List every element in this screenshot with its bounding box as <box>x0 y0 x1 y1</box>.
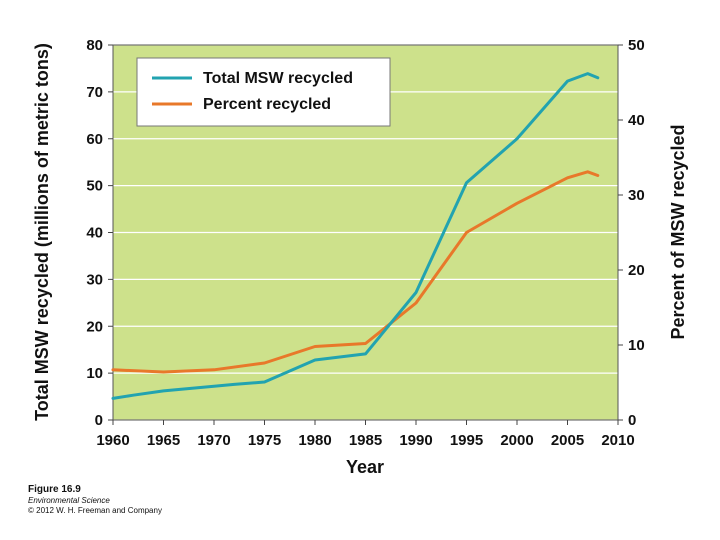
legend-label-percent: Percent recycled <box>203 96 331 113</box>
x-tick-label: 1970 <box>197 432 230 449</box>
y-left-tick-label: 0 <box>95 412 103 429</box>
y-left-tick-label: 20 <box>86 318 103 335</box>
x-tick-label: 2005 <box>551 432 584 449</box>
y-right-tick-label: 20 <box>628 262 645 279</box>
y-left-tick-label: 60 <box>86 131 103 148</box>
y-left-tick-label: 10 <box>86 365 103 382</box>
series-group <box>111 72 600 400</box>
y-left-tick-label: 30 <box>86 271 103 288</box>
y-right-tick-label: 10 <box>628 337 645 354</box>
y-axis-right-title: Percent of MSW recycled <box>668 124 688 339</box>
y-right-tick-label: 30 <box>628 187 645 204</box>
y-right-tick-label: 40 <box>628 112 645 129</box>
x-tick-label: 1975 <box>248 432 281 449</box>
x-tick-label: 2010 <box>601 432 634 449</box>
figure-number: Figure 16.9 <box>28 484 81 495</box>
ticks: 0 10 20 30 40 50 60 70 80 0 10 20 30 40 50 1960 1965 1970… <box>86 37 644 449</box>
legend-label-total: Total MSW recycled <box>203 70 353 87</box>
x-tick-label: 2000 <box>500 432 533 449</box>
x-tick-label: 1995 <box>450 432 483 449</box>
y-right-tick-label: 0 <box>628 412 636 429</box>
y-right-tick-label: 50 <box>628 37 645 54</box>
y-left-tick-label: 80 <box>86 37 103 54</box>
y-axis-left-title: Total MSW recycled (millions of metric t… <box>32 43 52 421</box>
copyright-line: © 2012 W. H. Freeman and Company <box>28 506 162 515</box>
legend-box <box>136 57 391 127</box>
x-tick-label: 1965 <box>147 432 180 449</box>
legend: Total MSW recycled Percent recycled <box>136 57 391 127</box>
x-tick-label: 1960 <box>96 432 129 449</box>
y-left-tick-label: 40 <box>86 225 103 242</box>
y-left-tick-label: 70 <box>86 84 103 101</box>
x-tick-label: 1985 <box>349 432 382 449</box>
x-axis-title: Year <box>346 457 384 477</box>
x-tick-label: 1990 <box>399 432 432 449</box>
book-title: Environmental Science <box>28 496 110 505</box>
series-line-total-msw-recycled <box>111 72 600 400</box>
figure-caption: Figure 16.9 Environmental Science © 2012… <box>28 483 162 516</box>
y-left-tick-label: 50 <box>86 178 103 195</box>
x-tick-label: 1980 <box>298 432 331 449</box>
